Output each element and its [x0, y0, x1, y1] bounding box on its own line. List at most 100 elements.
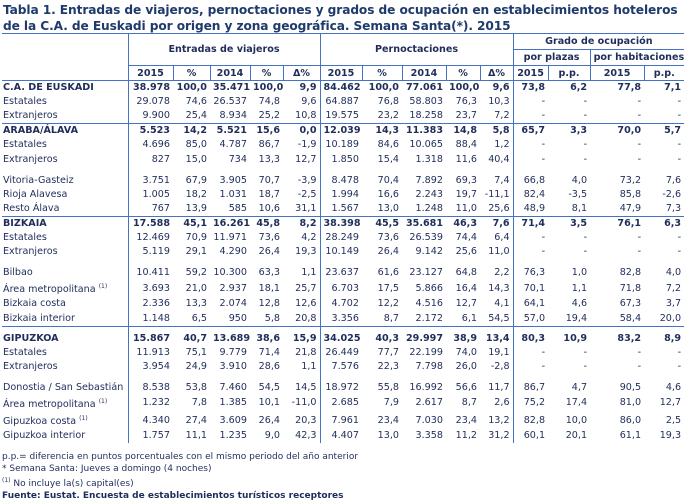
- table-cell: 13,9: [173, 202, 210, 217]
- table-cell: 9,6: [480, 81, 513, 96]
- table-cell: 8,7: [446, 395, 480, 412]
- spacer-cell: [446, 167, 480, 174]
- table-cell: 15,9: [283, 326, 320, 346]
- table-cell: 15.867: [128, 326, 173, 346]
- spacer-row: [2, 167, 684, 174]
- table-cell: 2.243: [402, 188, 446, 202]
- table-cell: 7,8: [173, 395, 210, 412]
- table-cell: 5,8: [250, 312, 283, 327]
- spacer-cell: [513, 167, 548, 174]
- spacer-cell: [548, 167, 590, 174]
- column-header: Δ%: [283, 66, 320, 81]
- table-cell: 18,1: [250, 280, 283, 297]
- table-cell: 2,6: [480, 395, 513, 412]
- table-cell: 29.997: [402, 326, 446, 346]
- table-cell: 20,0: [644, 312, 684, 327]
- table-cell: 2,2: [480, 266, 513, 280]
- footnote-marker: (1): [99, 283, 108, 290]
- table-cell: 18.258: [402, 109, 446, 124]
- table-cell: 9.142: [402, 245, 446, 259]
- table-cell: -1,9: [283, 138, 320, 152]
- table-cell: 73,8: [513, 81, 548, 96]
- table-cell: 64,1: [513, 297, 548, 311]
- spacer-cell: [480, 374, 513, 381]
- table-cell: 2.937: [210, 280, 250, 297]
- spacer-cell: [173, 259, 210, 266]
- table-cell: 22,3: [362, 360, 402, 374]
- table-cell: 12,6: [283, 297, 320, 311]
- table-cell: 10,1: [250, 395, 283, 412]
- table-cell: 74,6: [173, 95, 210, 109]
- table-cell: -: [513, 138, 548, 152]
- table-cell: 86,7: [250, 138, 283, 152]
- table-cell: 7,6: [644, 174, 684, 188]
- table-cell: 23.127: [402, 266, 446, 280]
- table-cell: 22.199: [402, 346, 446, 360]
- spacer-cell: [590, 259, 644, 266]
- table-cell: 7.961: [320, 412, 362, 429]
- table-cell: 69,3: [446, 174, 480, 188]
- table-cell: 21,8: [283, 346, 320, 360]
- row-label: ARABA/ÁLAVA: [2, 124, 128, 139]
- table-cell: -: [513, 231, 548, 245]
- row-label-text: Bizkaia costa: [3, 298, 66, 309]
- table-cell: 5.521: [210, 124, 250, 139]
- table-cell: 1.031: [210, 188, 250, 202]
- row-label: C.A. DE EUSKADI: [2, 81, 128, 96]
- table-cell: 734: [210, 152, 250, 166]
- table-cell: 4,0: [644, 266, 684, 280]
- table-cell: 58.803: [402, 95, 446, 109]
- table-cell: 58,4: [590, 312, 644, 327]
- spacer-cell: [644, 259, 684, 266]
- row-label-text: Vitoria-Gasteiz: [3, 175, 74, 186]
- corner-cell: [2, 34, 128, 66]
- table-cell: 67,3: [590, 297, 644, 311]
- table-cell: 2.617: [402, 395, 446, 412]
- table-cell: 4.702: [320, 297, 362, 311]
- table-cell: 20,1: [548, 429, 590, 443]
- table-cell: 29,1: [173, 245, 210, 259]
- row-label-text: Extranjeros: [3, 110, 58, 121]
- table-cell: 1.235: [210, 429, 250, 443]
- table-cell: 54,5: [250, 381, 283, 395]
- table-cell: 14,2: [173, 124, 210, 139]
- table-cell: 6.703: [320, 280, 362, 297]
- spacer-cell: [590, 167, 644, 174]
- row-label-text: Extranjeros: [3, 246, 58, 257]
- table-cell: 25,7: [283, 280, 320, 297]
- table-cell: 9,0: [250, 429, 283, 443]
- table-cell: 1,2: [480, 138, 513, 152]
- table-cell: 57,0: [513, 312, 548, 327]
- table-cell: -: [590, 360, 644, 374]
- table-cell: -2,8: [480, 360, 513, 374]
- table-cell: -2,6: [644, 188, 684, 202]
- table-cell: 12,7: [283, 152, 320, 166]
- table-cell: 2.074: [210, 297, 250, 311]
- table-cell: 3,7: [644, 297, 684, 311]
- table-cell: 15,0: [173, 152, 210, 166]
- table-cell: 71,4: [513, 216, 548, 231]
- table-cell: -3,5: [548, 188, 590, 202]
- table-cell: 77,7: [362, 346, 402, 360]
- spacer-cell: [402, 374, 446, 381]
- table-cell: 12,7: [644, 395, 684, 412]
- table-cell: 1.005: [128, 188, 173, 202]
- table-cell: 54,5: [480, 312, 513, 327]
- spacer-cell: [320, 167, 362, 174]
- table-cell: 40,3: [362, 326, 402, 346]
- table-cell: 16.992: [402, 381, 446, 395]
- row-label: Extranjeros: [2, 109, 128, 124]
- table-cell: 13,3: [250, 152, 283, 166]
- spacer-cell: [2, 374, 128, 381]
- table-title: Tabla 1. Entradas de viajeros, pernoctac…: [0, 0, 685, 34]
- table-cell: 5.866: [402, 280, 446, 297]
- table-cell: 23,4: [362, 412, 402, 429]
- table-cell: 4.407: [320, 429, 362, 443]
- table-cell: 18.972: [320, 381, 362, 395]
- row-label-text: Bizkaia interior: [3, 313, 75, 324]
